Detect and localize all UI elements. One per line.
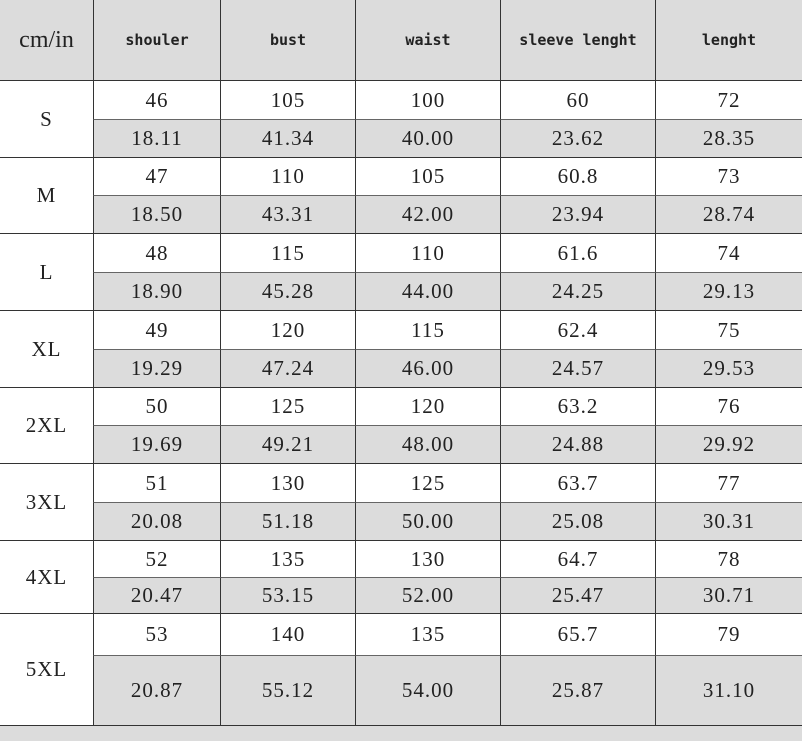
cm-value: 72 (655, 80, 802, 119)
cm-value: 46 (93, 80, 220, 119)
cm-value: 60 (500, 80, 655, 119)
in-value: 25.08 (500, 502, 655, 540)
in-value: 49.21 (220, 425, 355, 463)
cm-value: 61.6 (500, 233, 655, 272)
header-cell: bust (220, 0, 355, 80)
in-value: 45.28 (220, 272, 355, 310)
cm-value: 140 (220, 613, 355, 655)
cm-value: 63.7 (500, 463, 655, 502)
in-value: 53.15 (220, 577, 355, 613)
in-value: 40.00 (355, 119, 500, 157)
cm-value: 52 (93, 540, 220, 577)
in-value: 24.25 (500, 272, 655, 310)
in-value: 46.00 (355, 349, 500, 387)
cm-value: 130 (220, 463, 355, 502)
cm-value: 53 (93, 613, 220, 655)
in-value: 29.53 (655, 349, 802, 387)
in-value: 24.88 (500, 425, 655, 463)
in-value: 52.00 (355, 577, 500, 613)
cm-value: 76 (655, 387, 802, 425)
size-label: XL (0, 310, 93, 387)
in-value: 20.08 (93, 502, 220, 540)
cm-value: 79 (655, 613, 802, 655)
cm-value: 115 (355, 310, 500, 349)
header-cell: shouler (93, 0, 220, 80)
cm-value: 100 (355, 80, 500, 119)
cm-value: 135 (220, 540, 355, 577)
in-value: 18.11 (93, 119, 220, 157)
in-value: 28.35 (655, 119, 802, 157)
cm-value: 60.8 (500, 157, 655, 195)
cm-value: 115 (220, 233, 355, 272)
size-label: M (0, 157, 93, 233)
cm-value: 110 (355, 233, 500, 272)
cm-value: 65.7 (500, 613, 655, 655)
cm-value: 120 (220, 310, 355, 349)
in-value: 28.74 (655, 195, 802, 233)
in-value: 30.71 (655, 577, 802, 613)
in-value: 23.62 (500, 119, 655, 157)
in-value: 41.34 (220, 119, 355, 157)
in-value: 25.87 (500, 655, 655, 725)
in-value: 31.10 (655, 655, 802, 725)
cm-value: 125 (355, 463, 500, 502)
cm-value: 49 (93, 310, 220, 349)
header-cell: sleeve lenght (500, 0, 655, 80)
in-value: 47.24 (220, 349, 355, 387)
in-value: 24.57 (500, 349, 655, 387)
in-value: 19.69 (93, 425, 220, 463)
in-value: 29.13 (655, 272, 802, 310)
in-value: 55.12 (220, 655, 355, 725)
size-label: 5XL (0, 613, 93, 725)
in-value: 43.31 (220, 195, 355, 233)
in-value: 20.47 (93, 577, 220, 613)
cm-value: 48 (93, 233, 220, 272)
cm-value: 64.7 (500, 540, 655, 577)
in-value: 20.87 (93, 655, 220, 725)
cm-value: 50 (93, 387, 220, 425)
header-cell: waist (355, 0, 500, 80)
cm-value: 73 (655, 157, 802, 195)
in-value: 30.31 (655, 502, 802, 540)
cm-value: 105 (355, 157, 500, 195)
cm-value: 130 (355, 540, 500, 577)
header-cell: lenght (655, 0, 802, 80)
cm-value: 125 (220, 387, 355, 425)
in-value: 29.92 (655, 425, 802, 463)
footer-strip (0, 725, 802, 741)
header-cell: cm/in (0, 0, 93, 80)
cm-value: 135 (355, 613, 500, 655)
in-value: 54.00 (355, 655, 500, 725)
cm-value: 74 (655, 233, 802, 272)
cm-value: 77 (655, 463, 802, 502)
cm-value: 51 (93, 463, 220, 502)
in-value: 42.00 (355, 195, 500, 233)
in-value: 48.00 (355, 425, 500, 463)
in-value: 44.00 (355, 272, 500, 310)
size-label: 2XL (0, 387, 93, 463)
cm-value: 110 (220, 157, 355, 195)
in-value: 18.90 (93, 272, 220, 310)
size-label: S (0, 80, 93, 157)
in-value: 25.47 (500, 577, 655, 613)
size-label: 4XL (0, 540, 93, 613)
cm-value: 120 (355, 387, 500, 425)
size-label: L (0, 233, 93, 310)
in-value: 51.18 (220, 502, 355, 540)
in-value: 19.29 (93, 349, 220, 387)
in-value: 50.00 (355, 502, 500, 540)
cm-value: 78 (655, 540, 802, 577)
cm-value: 105 (220, 80, 355, 119)
cm-value: 47 (93, 157, 220, 195)
cm-value: 63.2 (500, 387, 655, 425)
size-label: 3XL (0, 463, 93, 540)
cm-value: 75 (655, 310, 802, 349)
in-value: 18.50 (93, 195, 220, 233)
in-value: 23.94 (500, 195, 655, 233)
cm-value: 62.4 (500, 310, 655, 349)
